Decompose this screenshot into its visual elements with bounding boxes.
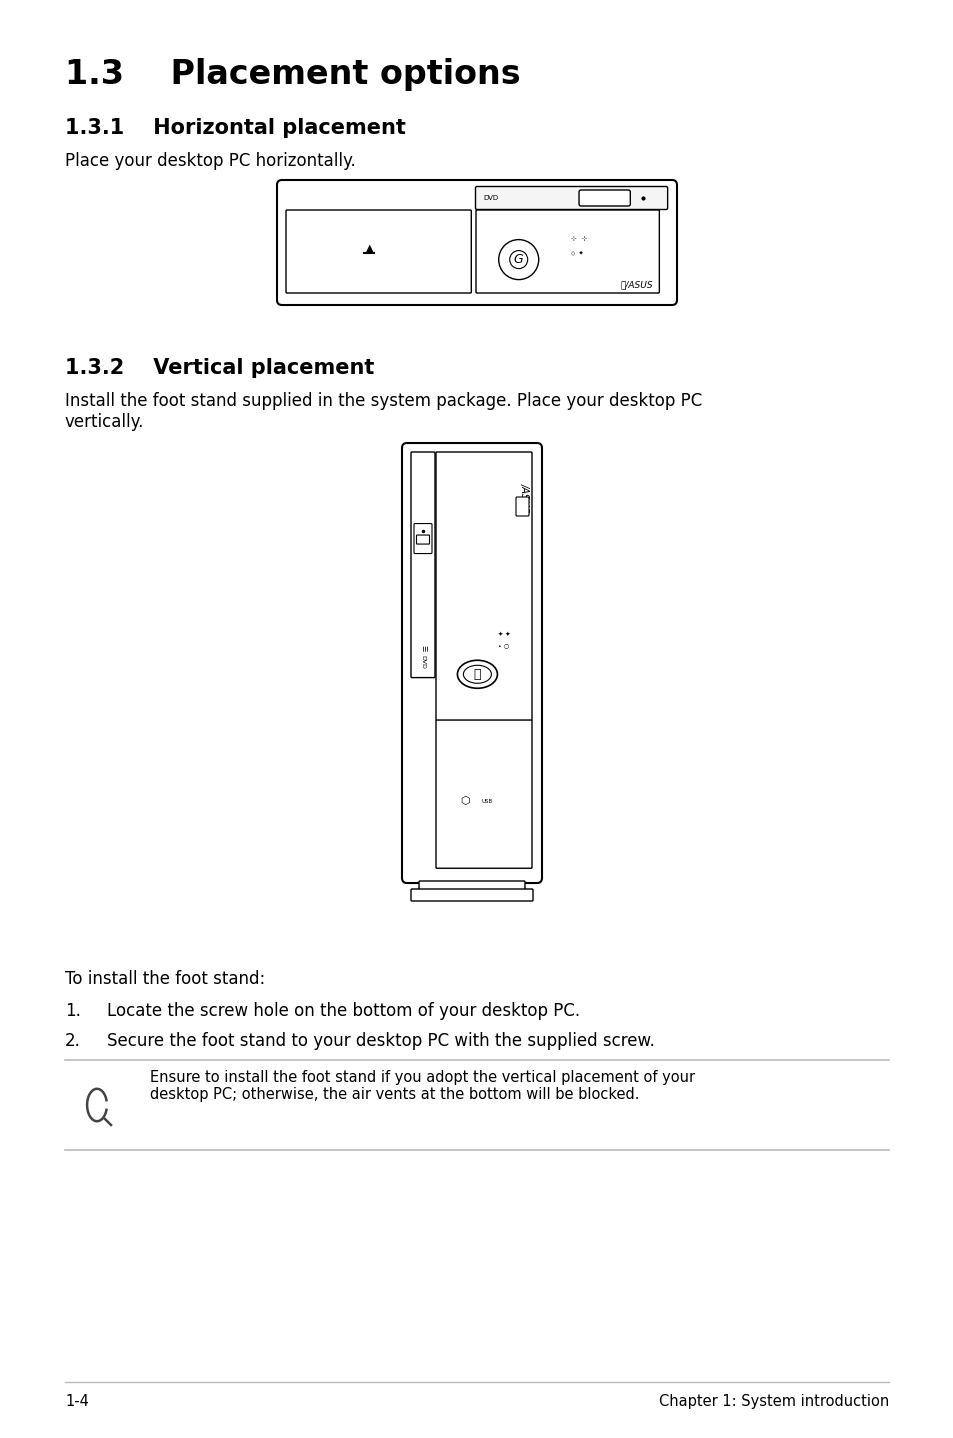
Text: DVD: DVD (482, 196, 497, 201)
Text: ⏻: ⏻ (474, 667, 480, 680)
Text: ⬡: ⬡ (460, 797, 470, 807)
Text: Chapter 1: System introduction: Chapter 1: System introduction (659, 1393, 888, 1409)
Text: ☰: ☰ (419, 646, 426, 651)
Text: USB: USB (480, 800, 492, 804)
Text: 1.3.2    Vertical placement: 1.3.2 Vertical placement (65, 358, 374, 378)
Text: ✦ ✦: ✦ ✦ (497, 631, 510, 637)
Text: ▲: ▲ (365, 243, 373, 253)
Ellipse shape (456, 660, 497, 689)
FancyBboxPatch shape (276, 180, 677, 305)
FancyBboxPatch shape (418, 881, 524, 892)
Circle shape (498, 240, 538, 279)
Text: 2.: 2. (65, 1032, 81, 1050)
Text: 1.: 1. (65, 1002, 81, 1020)
Text: /ASUS: /ASUS (519, 483, 530, 512)
FancyBboxPatch shape (411, 889, 533, 902)
FancyBboxPatch shape (476, 210, 659, 293)
FancyBboxPatch shape (416, 535, 429, 544)
Text: • ○: • ○ (497, 643, 509, 647)
Ellipse shape (463, 666, 491, 683)
Text: ◇  ✦: ◇ ✦ (571, 250, 583, 256)
Text: Secure the foot stand to your desktop PC with the supplied screw.: Secure the foot stand to your desktop PC… (107, 1032, 654, 1050)
FancyBboxPatch shape (411, 452, 435, 677)
Text: 1.3.1    Horizontal placement: 1.3.1 Horizontal placement (65, 118, 405, 138)
Text: Locate the screw hole on the bottom of your desktop PC.: Locate the screw hole on the bottom of y… (107, 1002, 579, 1020)
Text: Install the foot stand supplied in the system package. Place your desktop PC
ver: Install the foot stand supplied in the s… (65, 393, 701, 431)
FancyBboxPatch shape (578, 190, 630, 206)
Circle shape (509, 250, 527, 269)
Text: 1.3    Placement options: 1.3 Placement options (65, 58, 520, 91)
Text: G: G (514, 253, 523, 266)
FancyBboxPatch shape (286, 210, 471, 293)
FancyBboxPatch shape (475, 187, 667, 210)
Text: ⬜/ASUS: ⬜/ASUS (620, 280, 653, 289)
Text: Ensure to install the foot stand if you adopt the vertical placement of your
des: Ensure to install the foot stand if you … (150, 1070, 695, 1103)
FancyBboxPatch shape (414, 523, 432, 554)
Text: DVD: DVD (420, 654, 425, 669)
Text: ⊹  ⊹: ⊹ ⊹ (571, 236, 587, 243)
Text: To install the foot stand:: To install the foot stand: (65, 971, 265, 988)
Text: Place your desktop PC horizontally.: Place your desktop PC horizontally. (65, 152, 355, 170)
FancyBboxPatch shape (436, 452, 532, 720)
Text: 1-4: 1-4 (65, 1393, 89, 1409)
FancyBboxPatch shape (436, 720, 532, 869)
FancyBboxPatch shape (516, 498, 529, 516)
FancyBboxPatch shape (401, 443, 541, 883)
